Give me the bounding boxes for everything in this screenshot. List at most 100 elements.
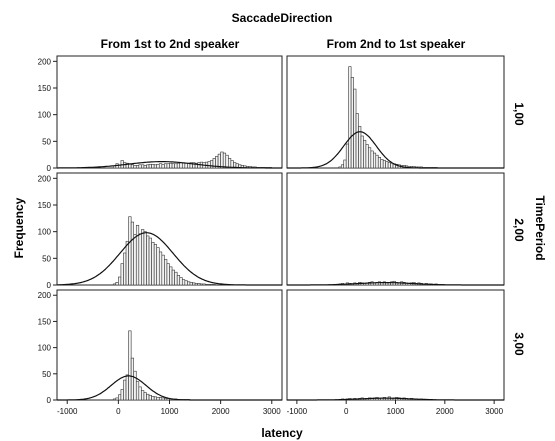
normal-curve — [287, 282, 504, 286]
column-label-2: From 2nd to 1st speaker — [327, 37, 466, 51]
histogram-bar — [192, 282, 196, 286]
histogram-bar — [148, 163, 152, 169]
histogram-bar — [169, 162, 173, 169]
histogram-bar — [187, 281, 191, 286]
histogram-bar — [204, 284, 209, 286]
panels-layer: 050100150200050100150200050100150200-100… — [38, 55, 505, 416]
histogram-bar — [174, 271, 178, 286]
histogram-bar — [338, 166, 342, 169]
y-tick-label: 0 — [47, 281, 52, 290]
normal-curve — [57, 232, 282, 286]
x-tick-label: 0 — [116, 407, 121, 416]
y-tick-label: 50 — [42, 137, 51, 146]
histogram-bar — [133, 234, 137, 286]
histogram-bar — [138, 164, 142, 169]
histogram-bar — [141, 164, 145, 169]
panel-frame — [286, 55, 505, 169]
histogram-bar — [181, 162, 186, 169]
x-tick-label: 2000 — [436, 407, 454, 416]
histogram-bar — [228, 158, 232, 169]
histogram-bar — [151, 242, 155, 286]
histogram-bar — [135, 165, 140, 169]
histogram-bar — [174, 163, 178, 169]
histogram-bar — [348, 66, 352, 169]
histogram-bar — [197, 283, 201, 286]
x-axis-label: latency — [261, 426, 303, 440]
panel-2-0: 0 50 100 150 200 -1000 0 1000 2000 3000 — [38, 289, 283, 416]
histogram-bar — [179, 162, 183, 169]
y-tick-label: 50 — [42, 370, 51, 379]
histogram-bar — [148, 237, 152, 286]
histogram-bar — [166, 263, 170, 286]
chart-title: SaccadeDirection — [232, 11, 333, 25]
histogram-bar — [382, 160, 386, 169]
histogram-bar — [143, 165, 147, 169]
histogram-bar — [138, 233, 142, 286]
y-tick-label: 100 — [38, 344, 52, 353]
histogram-bar — [138, 386, 142, 401]
histogram-bar — [158, 397, 163, 401]
x-tick-label: 1000 — [161, 407, 179, 416]
histogram-bar — [184, 280, 188, 286]
histogram-bar — [377, 157, 382, 169]
row-label-2: 2,00 — [512, 218, 526, 242]
histogram-bar — [222, 152, 227, 169]
histogram-bar — [375, 154, 379, 169]
y-tick-label: 100 — [38, 228, 52, 237]
histogram-bar — [161, 397, 165, 401]
histogram-bar — [125, 240, 129, 286]
y-tick-label: 200 — [38, 174, 52, 183]
histogram-bar — [164, 398, 168, 401]
histogram-bar — [171, 163, 175, 169]
x-tick-label: -1000 — [287, 407, 308, 416]
histogram-bar — [353, 88, 357, 169]
y-tick-label: 0 — [47, 396, 52, 405]
histogram-bar — [123, 162, 127, 169]
histogram-bar — [156, 397, 160, 401]
histogram-bar — [133, 370, 137, 401]
histogram-bar — [158, 251, 163, 286]
histogram-bar — [135, 381, 140, 401]
histogram-bar — [146, 393, 150, 401]
histogram-bar — [210, 284, 214, 286]
histogram-bar — [146, 235, 150, 286]
histogram-bar — [123, 252, 127, 286]
histogram-bar — [161, 163, 165, 169]
histogram-bar — [128, 330, 132, 401]
histogram-bar — [169, 266, 173, 286]
histogram-bar — [202, 283, 206, 286]
histogram-bar — [158, 163, 163, 169]
panel-1-1 — [286, 172, 505, 286]
histogram-bar — [118, 394, 122, 401]
y-tick-label: 150 — [38, 317, 52, 326]
histogram-bar — [365, 144, 369, 169]
panel-1-0: 0 50 100 150 200 — [38, 172, 283, 290]
column-label-1: From 1st to 2nd speaker — [101, 37, 240, 51]
histogram-bar — [385, 161, 389, 169]
y-tick-label: 150 — [38, 201, 52, 210]
histogram-bar — [345, 143, 349, 169]
histogram-bar — [130, 164, 135, 169]
x-tick-label: 1000 — [387, 407, 405, 416]
x-tick-label: -1000 — [57, 407, 78, 416]
histogram-bar — [176, 275, 181, 286]
histogram-bar — [146, 164, 150, 169]
histogram-bar — [123, 379, 127, 401]
histogram-bar — [112, 398, 117, 401]
histogram-bar — [166, 163, 170, 169]
histogram-bar — [115, 282, 119, 286]
row-label-3: 3,00 — [512, 332, 526, 356]
histogram-bar — [225, 154, 229, 169]
histogram-bar — [171, 269, 175, 286]
histogram-bar — [164, 259, 168, 286]
histogram-bar — [390, 162, 394, 169]
x-tick-label: 3000 — [263, 407, 281, 416]
histogram-bar — [358, 126, 362, 169]
y-axis-label: Frequency — [12, 197, 26, 258]
histogram-bar — [194, 283, 198, 286]
panel-frame — [286, 172, 505, 286]
panel-0-0: 0 50 100 150 200 — [38, 55, 283, 173]
histogram-bar — [156, 163, 160, 169]
y-tick-label: 0 — [47, 164, 52, 173]
histogram-bar — [130, 357, 135, 401]
